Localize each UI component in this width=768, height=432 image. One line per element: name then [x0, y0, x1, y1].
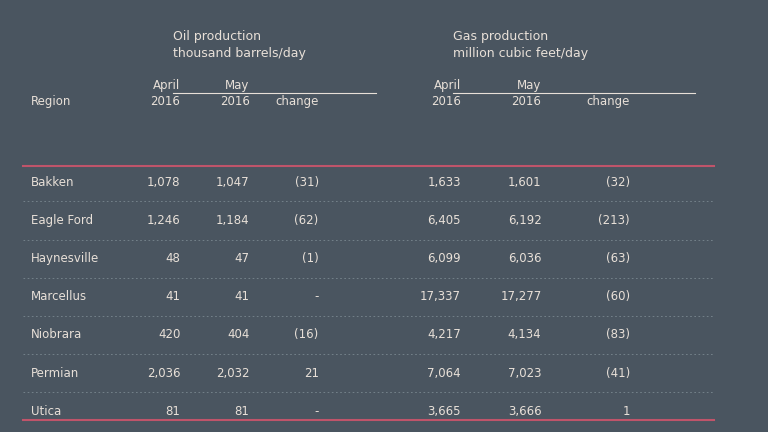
Text: Permian: Permian [31, 367, 79, 380]
Text: 17,337: 17,337 [420, 290, 461, 303]
Text: 1,601: 1,601 [508, 176, 541, 189]
Text: (31): (31) [295, 176, 319, 189]
Text: Niobrara: Niobrara [31, 328, 82, 341]
Text: April
2016: April 2016 [151, 79, 180, 108]
Text: 6,099: 6,099 [427, 252, 461, 265]
Text: 1,047: 1,047 [216, 176, 250, 189]
Text: -: - [314, 290, 319, 303]
Text: (60): (60) [606, 290, 630, 303]
Text: Utica: Utica [31, 405, 61, 418]
Text: 2,036: 2,036 [147, 367, 180, 380]
Text: Haynesville: Haynesville [31, 252, 99, 265]
Text: 81: 81 [235, 405, 250, 418]
Text: 48: 48 [166, 252, 180, 265]
Text: 41: 41 [165, 290, 180, 303]
Text: 7,023: 7,023 [508, 367, 541, 380]
Text: Oil production
thousand barrels/day: Oil production thousand barrels/day [173, 30, 306, 60]
Text: 6,192: 6,192 [508, 214, 541, 227]
Text: (1): (1) [302, 252, 319, 265]
Text: 6,405: 6,405 [427, 214, 461, 227]
Text: change: change [587, 95, 630, 108]
Text: 21: 21 [303, 367, 319, 380]
Text: (16): (16) [294, 328, 319, 341]
Text: Eagle Ford: Eagle Ford [31, 214, 93, 227]
Text: 7,064: 7,064 [427, 367, 461, 380]
Text: April
2016: April 2016 [431, 79, 461, 108]
Text: 6,036: 6,036 [508, 252, 541, 265]
Text: 420: 420 [158, 328, 180, 341]
Text: 81: 81 [166, 405, 180, 418]
Text: 1,184: 1,184 [216, 214, 250, 227]
Text: 1,078: 1,078 [147, 176, 180, 189]
Text: -: - [314, 405, 319, 418]
Text: 4,134: 4,134 [508, 328, 541, 341]
Text: change: change [276, 95, 319, 108]
Text: 404: 404 [227, 328, 250, 341]
Text: May
2016: May 2016 [511, 79, 541, 108]
Text: (32): (32) [606, 176, 630, 189]
Text: 3,665: 3,665 [427, 405, 461, 418]
Text: 47: 47 [234, 252, 250, 265]
Text: 41: 41 [234, 290, 250, 303]
Text: (41): (41) [605, 367, 630, 380]
Text: Gas production
million cubic feet/day: Gas production million cubic feet/day [453, 30, 588, 60]
Text: 1,246: 1,246 [147, 214, 180, 227]
Text: 1,633: 1,633 [427, 176, 461, 189]
Text: 17,277: 17,277 [500, 290, 541, 303]
Text: (83): (83) [606, 328, 630, 341]
Text: 4,217: 4,217 [427, 328, 461, 341]
Text: May
2016: May 2016 [220, 79, 250, 108]
Text: (62): (62) [294, 214, 319, 227]
Text: 1: 1 [622, 405, 630, 418]
Text: 2,032: 2,032 [216, 367, 250, 380]
Text: (63): (63) [606, 252, 630, 265]
Text: (213): (213) [598, 214, 630, 227]
Text: Marcellus: Marcellus [31, 290, 87, 303]
Text: Region: Region [31, 95, 71, 108]
Text: Bakken: Bakken [31, 176, 74, 189]
Text: 3,666: 3,666 [508, 405, 541, 418]
